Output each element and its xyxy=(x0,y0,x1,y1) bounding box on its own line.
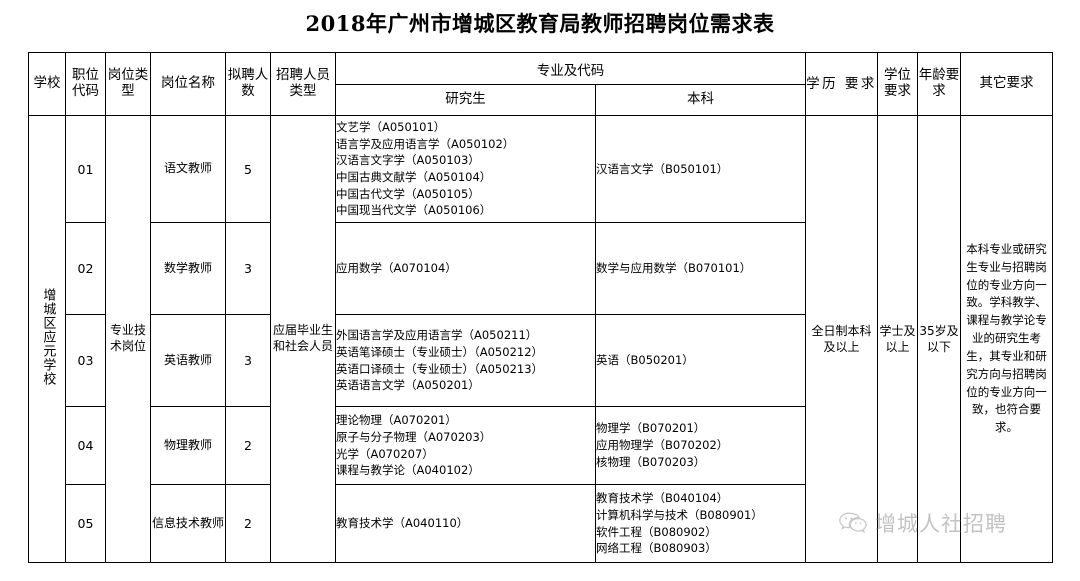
table-row: 增城区应元学校 01 专业技术岗位 语文教师 5 应届毕业生和社会人员 文艺学（… xyxy=(28,115,1053,563)
cell-headcount: 3 xyxy=(225,314,271,407)
header-other-requirement: 其它要求 xyxy=(960,52,1053,116)
job-requirement-table-wrapper: 学校 职位代码 岗位类型 岗位名称 拟聘人数 招聘人员类型 专业及代码 学历 要… xyxy=(28,52,1053,563)
table-row: 02 数学教师 3 应用数学（A070104） 数学与应用数学（B070101） xyxy=(29,222,1053,315)
cell-post-name: 物理教师 xyxy=(150,406,226,485)
major-line: 核物理（B070203） xyxy=(596,454,706,469)
major-line: 中国现当代文学（A050106） xyxy=(336,203,492,218)
header-major-and-code: 专业及代码 xyxy=(335,52,806,85)
cell-graduate-majors: 应用数学（A070104） xyxy=(335,222,596,315)
major-line: 英语（B050201） xyxy=(596,353,694,368)
major-line: 应用物理学（B070202） xyxy=(596,438,729,453)
major-line: 语言学及应用语言学（A050102） xyxy=(336,136,515,151)
cell-other-requirement: 本科专业或研究生专业与招聘岗位的专业方向一致。学科教学、课程与教学论专业的研究生… xyxy=(960,115,1053,563)
major-line: 理论物理（A070201） xyxy=(336,413,457,428)
cell-undergraduate-majors: 物理学（B070201） 应用物理学（B070202） 核物理（B070203） xyxy=(595,406,806,485)
header-major-undergraduate: 本科 xyxy=(595,84,806,116)
table-row: 03 英语教师 3 外国语言学及应用语言学（A050211） 英语笔译硕士（专业硕… xyxy=(29,314,1053,407)
cell-position-code: 01 xyxy=(65,115,106,223)
header-education-requirement: 学历 要求 xyxy=(805,52,878,116)
cell-post-name: 英语教师 xyxy=(150,314,226,407)
cell-graduate-majors: 外国语言学及应用语言学（A050211） 英语笔译硕士（专业硕士）（A050212… xyxy=(335,314,596,407)
cell-undergraduate-majors: 数学与应用数学（B070101） xyxy=(595,222,806,315)
header-headcount: 拟聘人数 xyxy=(225,52,271,116)
major-line: 文艺学（A050101） xyxy=(336,119,446,134)
major-line: 汉语言文学（B050101） xyxy=(596,161,729,176)
header-post-name: 岗位名称 xyxy=(150,52,226,116)
cell-graduate-majors: 理论物理（A070201） 原子与分子物理（A070203） 光学（A070207）… xyxy=(335,406,596,485)
major-line: 外国语言学及应用语言学（A050211） xyxy=(336,328,538,343)
cell-position-code: 03 xyxy=(65,314,106,407)
cell-headcount: 2 xyxy=(225,406,271,485)
cell-graduate-majors: 教育技术学（A040110） xyxy=(335,484,596,563)
major-line: 汉语言文字学（A050103） xyxy=(336,153,480,168)
cell-post-type: 专业技术岗位 xyxy=(105,115,151,563)
table-header-row-1: 学校 职位代码 岗位类型 岗位名称 拟聘人数 招聘人员类型 专业及代码 学历 要… xyxy=(28,52,1053,116)
table-row: 05 信息技术教师 2 教育技术学（A040110） 教育技术学（B040104… xyxy=(29,484,1053,563)
major-line: 中国古代文学（A050105） xyxy=(336,186,480,201)
job-requirement-table: 学校 职位代码 岗位类型 岗位名称 拟聘人数 招聘人员类型 专业及代码 学历 要… xyxy=(28,52,1053,563)
cell-headcount: 3 xyxy=(225,222,271,315)
table-row: 04 物理教师 2 理论物理（A070201） 原子与分子物理（A070203） 光… xyxy=(29,406,1053,485)
cell-undergraduate-majors: 汉语言文学（B050101） xyxy=(595,115,806,223)
cell-headcount: 2 xyxy=(225,484,271,563)
major-line: 英语语言文学（A050201） xyxy=(336,378,480,393)
major-line: 教育技术学（B040104） xyxy=(596,491,729,506)
cell-post-name: 信息技术教师 xyxy=(150,484,226,563)
cell-post-name: 语文教师 xyxy=(150,115,226,223)
major-line: 课程与教学论（A040102） xyxy=(336,463,480,478)
cell-position-code: 04 xyxy=(65,406,106,485)
header-school: 学校 xyxy=(28,52,66,116)
cell-position-code: 02 xyxy=(65,222,106,315)
major-line: 计算机科学与技术（B080901） xyxy=(596,507,763,522)
major-line: 光学（A070207） xyxy=(336,446,434,461)
header-position-code: 职位代码 xyxy=(65,52,106,116)
cell-recruit-person-type: 应届毕业生和社会人员 xyxy=(270,115,336,563)
major-line: 教育技术学（A040110） xyxy=(336,516,469,531)
major-line: 英语口译硕士（专业硕士）（A050213） xyxy=(336,361,544,376)
cell-school-name: 增城区应元学校 xyxy=(28,115,66,563)
major-line: 数学与应用数学（B070101） xyxy=(596,261,752,276)
header-degree-requirement: 学位要求 xyxy=(877,52,918,116)
school-name-vertical: 增城区应元学校 xyxy=(40,288,56,386)
cell-graduate-majors: 文艺学（A050101） 语言学及应用语言学（A050102） 汉语言文字学（A05… xyxy=(335,115,596,223)
major-line: 应用数学（A070104） xyxy=(336,261,457,276)
major-line: 原子与分子物理（A070203） xyxy=(336,429,492,444)
major-line: 物理学（B070201） xyxy=(596,421,706,436)
page-title: 2018年广州市增城区教育局教师招聘岗位需求表 xyxy=(305,11,775,36)
cell-position-code: 05 xyxy=(65,484,106,563)
cell-undergraduate-majors: 教育技术学（B040104） 计算机科学与技术（B080901） 软件工程（B080… xyxy=(595,484,806,563)
header-recruit-person-type: 招聘人员类型 xyxy=(270,52,336,116)
table-header-row-2: 研究生 本科 xyxy=(29,84,1053,116)
major-line: 软件工程（B080902） xyxy=(596,524,717,539)
major-line: 英语笔译硕士（专业硕士）（A050212） xyxy=(336,344,544,359)
header-major-graduate: 研究生 xyxy=(335,84,596,116)
cell-post-name: 数学教师 xyxy=(150,222,226,315)
cell-undergraduate-majors: 英语（B050201） xyxy=(595,314,806,407)
major-line: 中国古典文献学（A050104） xyxy=(336,170,492,184)
cell-degree-requirement: 学士及以上 xyxy=(877,115,918,563)
major-line: 网络工程（B080903） xyxy=(596,541,717,556)
cell-education-requirement: 全日制本科及以上 xyxy=(805,115,878,563)
cell-age-requirement: 35岁及以下 xyxy=(917,115,961,563)
header-age-requirement: 年龄要求 xyxy=(917,52,961,116)
cell-headcount: 5 xyxy=(225,115,271,223)
header-post-type: 岗位类型 xyxy=(105,52,151,116)
